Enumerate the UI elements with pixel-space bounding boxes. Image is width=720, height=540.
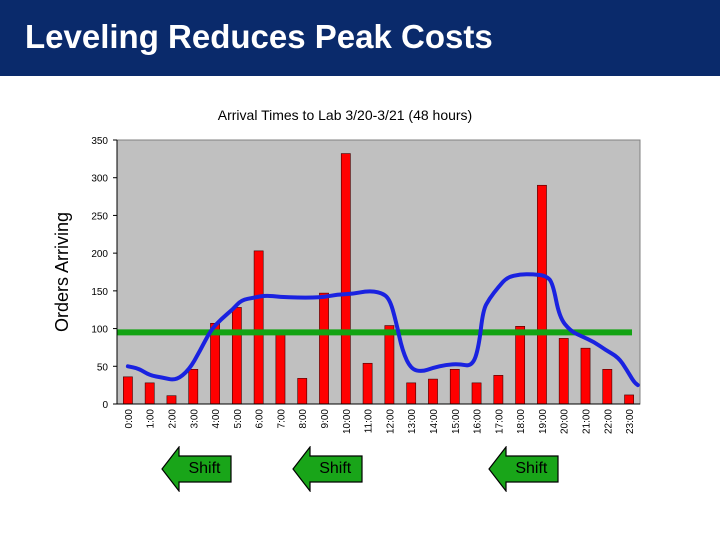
bars — [123, 153, 634, 405]
bar — [231, 307, 242, 405]
x-tick-label: 16:00 — [473, 409, 484, 434]
x-tick-label: 2:00 — [167, 409, 178, 429]
shift-arrow-label: Shift — [188, 460, 221, 477]
shift-arrow-label: Shift — [319, 460, 352, 477]
y-tick-label: 250 — [91, 211, 108, 222]
bar — [428, 378, 438, 405]
y-ticks: 0 50 100 150 200 250 300 350 — [91, 136, 117, 411]
x-tick-label: 18:00 — [516, 409, 527, 434]
chart-title: Arrival Times to Lab 3/20-3/21 (48 hours… — [218, 107, 472, 123]
x-tick-label: 11:00 — [364, 409, 375, 434]
y-tick-label: 100 — [91, 325, 108, 336]
shift-arrow: Shift — [292, 446, 364, 492]
x-tick-label: 13:00 — [407, 409, 418, 434]
bar — [602, 369, 613, 405]
x-tick-label: 22:00 — [603, 409, 614, 434]
bar — [297, 378, 308, 405]
bar — [406, 382, 417, 405]
x-tick-label: 14:00 — [429, 409, 440, 434]
x-ticks: 0:00 1:00 2:00 3:00 4:00 5:00 6:00 7:00 8:00 9:00… — [124, 409, 636, 434]
smoothed-curve — [125, 272, 640, 388]
bar — [340, 153, 351, 405]
bar — [493, 375, 504, 405]
x-tick-label: 7:00 — [276, 409, 287, 429]
y-tick-label: 0 — [102, 400, 108, 411]
y-tick-label: 350 — [91, 136, 108, 147]
bar — [188, 369, 199, 405]
shift-arrow-label: Shift — [515, 460, 548, 477]
x-tick-label: 10:00 — [342, 409, 353, 434]
x-tick-label: 20:00 — [560, 409, 571, 434]
bar — [362, 362, 373, 405]
x-tick-label: 1:00 — [146, 409, 157, 429]
x-tick-label: 8:00 — [298, 409, 309, 429]
bar — [624, 394, 634, 405]
y-axis-label: Orders Arriving — [52, 212, 72, 332]
bar — [537, 184, 547, 405]
x-tick-label: 9:00 — [320, 409, 331, 429]
x-tick-label: 23:00 — [625, 409, 636, 434]
x-tick-label: 19:00 — [538, 409, 549, 434]
title-bar: Leveling Reduces Peak Costs — [0, 0, 720, 76]
x-tick-label: 6:00 — [255, 409, 266, 429]
y-tick-label: 150 — [91, 287, 108, 298]
bar — [515, 326, 526, 405]
bar — [319, 292, 329, 405]
x-tick-label: 21:00 — [582, 409, 593, 434]
bar — [210, 322, 220, 405]
bar — [384, 325, 395, 405]
bar — [253, 250, 264, 405]
shift-arrow: Shift — [488, 446, 560, 492]
y-tick-label: 200 — [91, 249, 108, 260]
arrival-times-chart: Arrival Times to Lab 3/20-3/21 (48 hours… — [52, 107, 641, 434]
x-tick-label: 4:00 — [211, 409, 222, 429]
x-tick-label: 3:00 — [189, 409, 200, 429]
bar — [580, 347, 591, 405]
bar — [275, 331, 286, 405]
slide-title: Leveling Reduces Peak Costs — [25, 18, 493, 55]
plot-background — [116, 139, 641, 405]
bar — [144, 382, 155, 405]
bar — [558, 338, 569, 405]
bar — [166, 395, 177, 405]
y-tick-label: 300 — [91, 174, 108, 185]
y-tick-label: 50 — [97, 362, 109, 373]
shift-arrow: Shift — [161, 446, 233, 492]
x-tick-label: 12:00 — [385, 409, 396, 434]
bar — [471, 382, 482, 405]
bar — [449, 369, 460, 405]
x-tick-label: 0:00 — [124, 409, 135, 429]
bar — [123, 376, 133, 405]
x-tick-label: 17:00 — [494, 409, 505, 434]
chart-area: Arrival Times to Lab 3/20-3/21 (48 hours… — [0, 76, 720, 540]
x-tick-label: 5:00 — [233, 409, 244, 429]
x-tick-label: 15:00 — [451, 409, 462, 434]
